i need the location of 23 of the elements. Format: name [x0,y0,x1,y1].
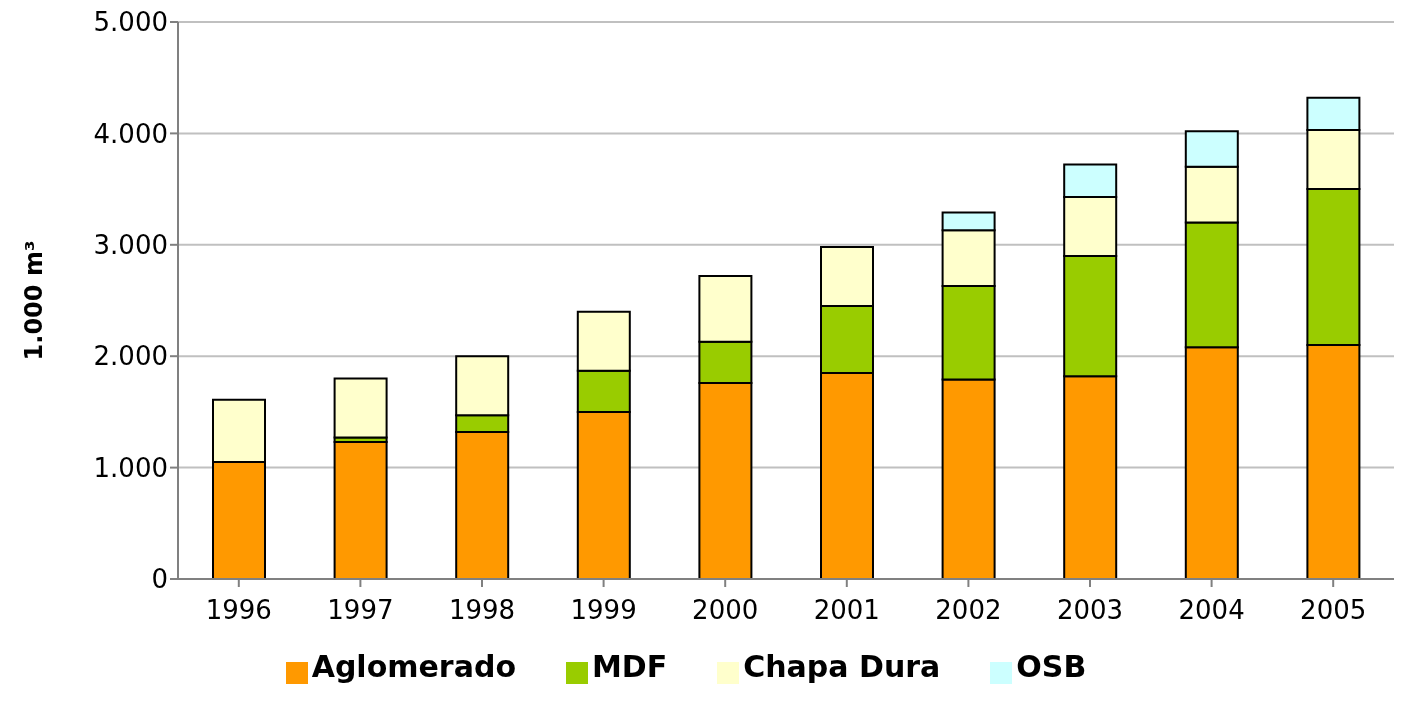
x-tick-label: 2003 [1056,595,1124,626]
legend-label: Aglomerado [311,649,516,684]
x-tick-label: 2000 [692,595,759,626]
x-tick-label: 2001 [813,595,880,626]
y-tick-label: 0 [151,564,168,595]
y-tick-label: 4.000 [93,118,168,149]
y-axis-title: 1.000 m³ [19,240,48,361]
x-tick-label: 2005 [1300,595,1367,626]
legend-label: OSB [1016,649,1087,684]
bar [333,440,388,579]
y-tick-label: 5.000 [93,7,168,38]
x-tick-label: 1998 [448,595,516,626]
legend-label: Chapa Dura [743,649,941,684]
x-tick-label: 2004 [1178,595,1245,626]
x-tick-label: 1997 [327,595,394,626]
x-tick-label: 1996 [205,595,272,626]
x-tick-label: 1999 [570,595,637,626]
x-tick-label: 2002 [935,595,1002,626]
y-tick-label: 2.000 [93,341,168,372]
legend-label: MDF [592,649,668,684]
y-tick-label: 3.000 [93,230,168,261]
bar [333,377,388,439]
y-tick-label: 1.000 [93,452,168,483]
